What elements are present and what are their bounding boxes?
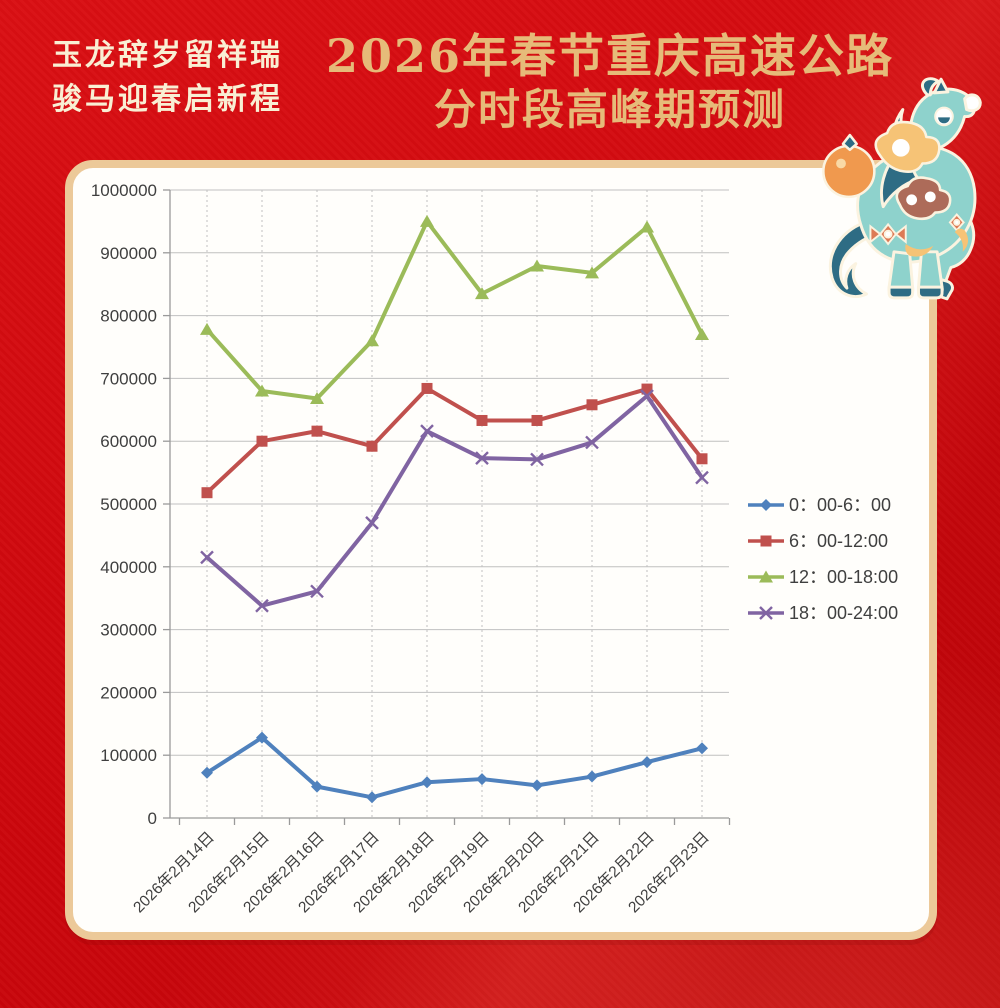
horse-tail xyxy=(829,220,880,298)
leg-crescent xyxy=(954,228,969,252)
axes xyxy=(163,189,731,825)
legend-label: 0：00-6：00 xyxy=(789,495,891,515)
legend-item-2: 12：00-18:00 xyxy=(748,567,898,587)
legend-label: 6：00-12:00 xyxy=(789,531,888,551)
cloud-dot-3 xyxy=(924,191,936,203)
persimmon xyxy=(822,144,876,199)
line-chart: 0 100000 200000 300000 400000 500000 600000 700… xyxy=(91,181,898,916)
flower-motif xyxy=(869,213,965,246)
series-line xyxy=(205,393,704,608)
horse-illustration xyxy=(822,77,982,301)
series-2 xyxy=(200,214,709,404)
y-tick-label: 1000000 xyxy=(91,181,157,200)
horse-front-hoof xyxy=(887,285,915,300)
cloud-dot-2 xyxy=(906,194,918,206)
poem: 玉龙辞岁留祥瑞 骏马迎春启新程 xyxy=(52,34,302,122)
y-tick-label: 200000 xyxy=(100,683,157,702)
horse-mouth xyxy=(963,93,982,113)
series-3 xyxy=(200,389,709,613)
poem-line-2: 骏马迎春启新程 xyxy=(52,82,283,117)
poem-line-1: 玉龙辞岁留祥瑞 xyxy=(52,38,283,73)
belly-crescent xyxy=(905,243,934,257)
x-axis-labels: 2026年2月14日2026年2月15日2026年2月16日2026年2月17日… xyxy=(130,828,713,916)
y-axis-labels: 0 100000 200000 300000 400000 500000 600000 700… xyxy=(91,181,157,828)
chart-card: 0 100000 200000 300000 400000 500000 600000 700… xyxy=(65,160,937,940)
series-1 xyxy=(201,382,708,499)
gridlines xyxy=(170,189,729,818)
horse-pupil xyxy=(938,117,950,124)
horse-front-hoof-2 xyxy=(917,285,944,300)
legend: 0：00-6：00 6：00-12:00 12：00-18:00 18：00-24:0… xyxy=(748,495,898,623)
page-title: 2026年春节重庆高速公路 分时段高峰期预测 xyxy=(300,28,920,136)
y-tick-label: 600000 xyxy=(100,432,157,451)
legend-label: 18：00-24:00 xyxy=(789,603,898,623)
y-tick-label: 0 xyxy=(148,809,157,828)
y-tick-label: 500000 xyxy=(100,495,157,514)
series-0 xyxy=(201,731,708,804)
y-tick-label: 700000 xyxy=(100,369,157,388)
y-tick-label: 800000 xyxy=(100,307,157,326)
title-line-2: 分时段高峰期预测 xyxy=(433,85,786,134)
y-tick-label: 900000 xyxy=(100,244,157,263)
body-cloud xyxy=(895,176,952,221)
title-line-1: 2026年春节重庆高速公路 xyxy=(325,29,895,83)
y-tick-label: 100000 xyxy=(100,746,157,765)
persimmon-highlight xyxy=(836,158,846,169)
series-line xyxy=(205,219,704,401)
persimmon-leaf xyxy=(841,133,858,152)
y-tick-label: 300000 xyxy=(100,621,157,640)
series-line xyxy=(205,386,704,495)
legend-item-1: 6：00-12:00 xyxy=(748,531,888,551)
legend-item-0: 0：00-6：00 xyxy=(748,495,891,515)
horse-mane xyxy=(921,77,940,97)
legend-label: 12：00-18:00 xyxy=(789,567,898,587)
y-tick-label: 400000 xyxy=(100,558,157,577)
horse-ear xyxy=(932,77,950,95)
cloud-dot xyxy=(892,138,910,157)
series-line xyxy=(205,735,704,800)
legend-item-3: 18：00-24:00 xyxy=(748,603,898,623)
